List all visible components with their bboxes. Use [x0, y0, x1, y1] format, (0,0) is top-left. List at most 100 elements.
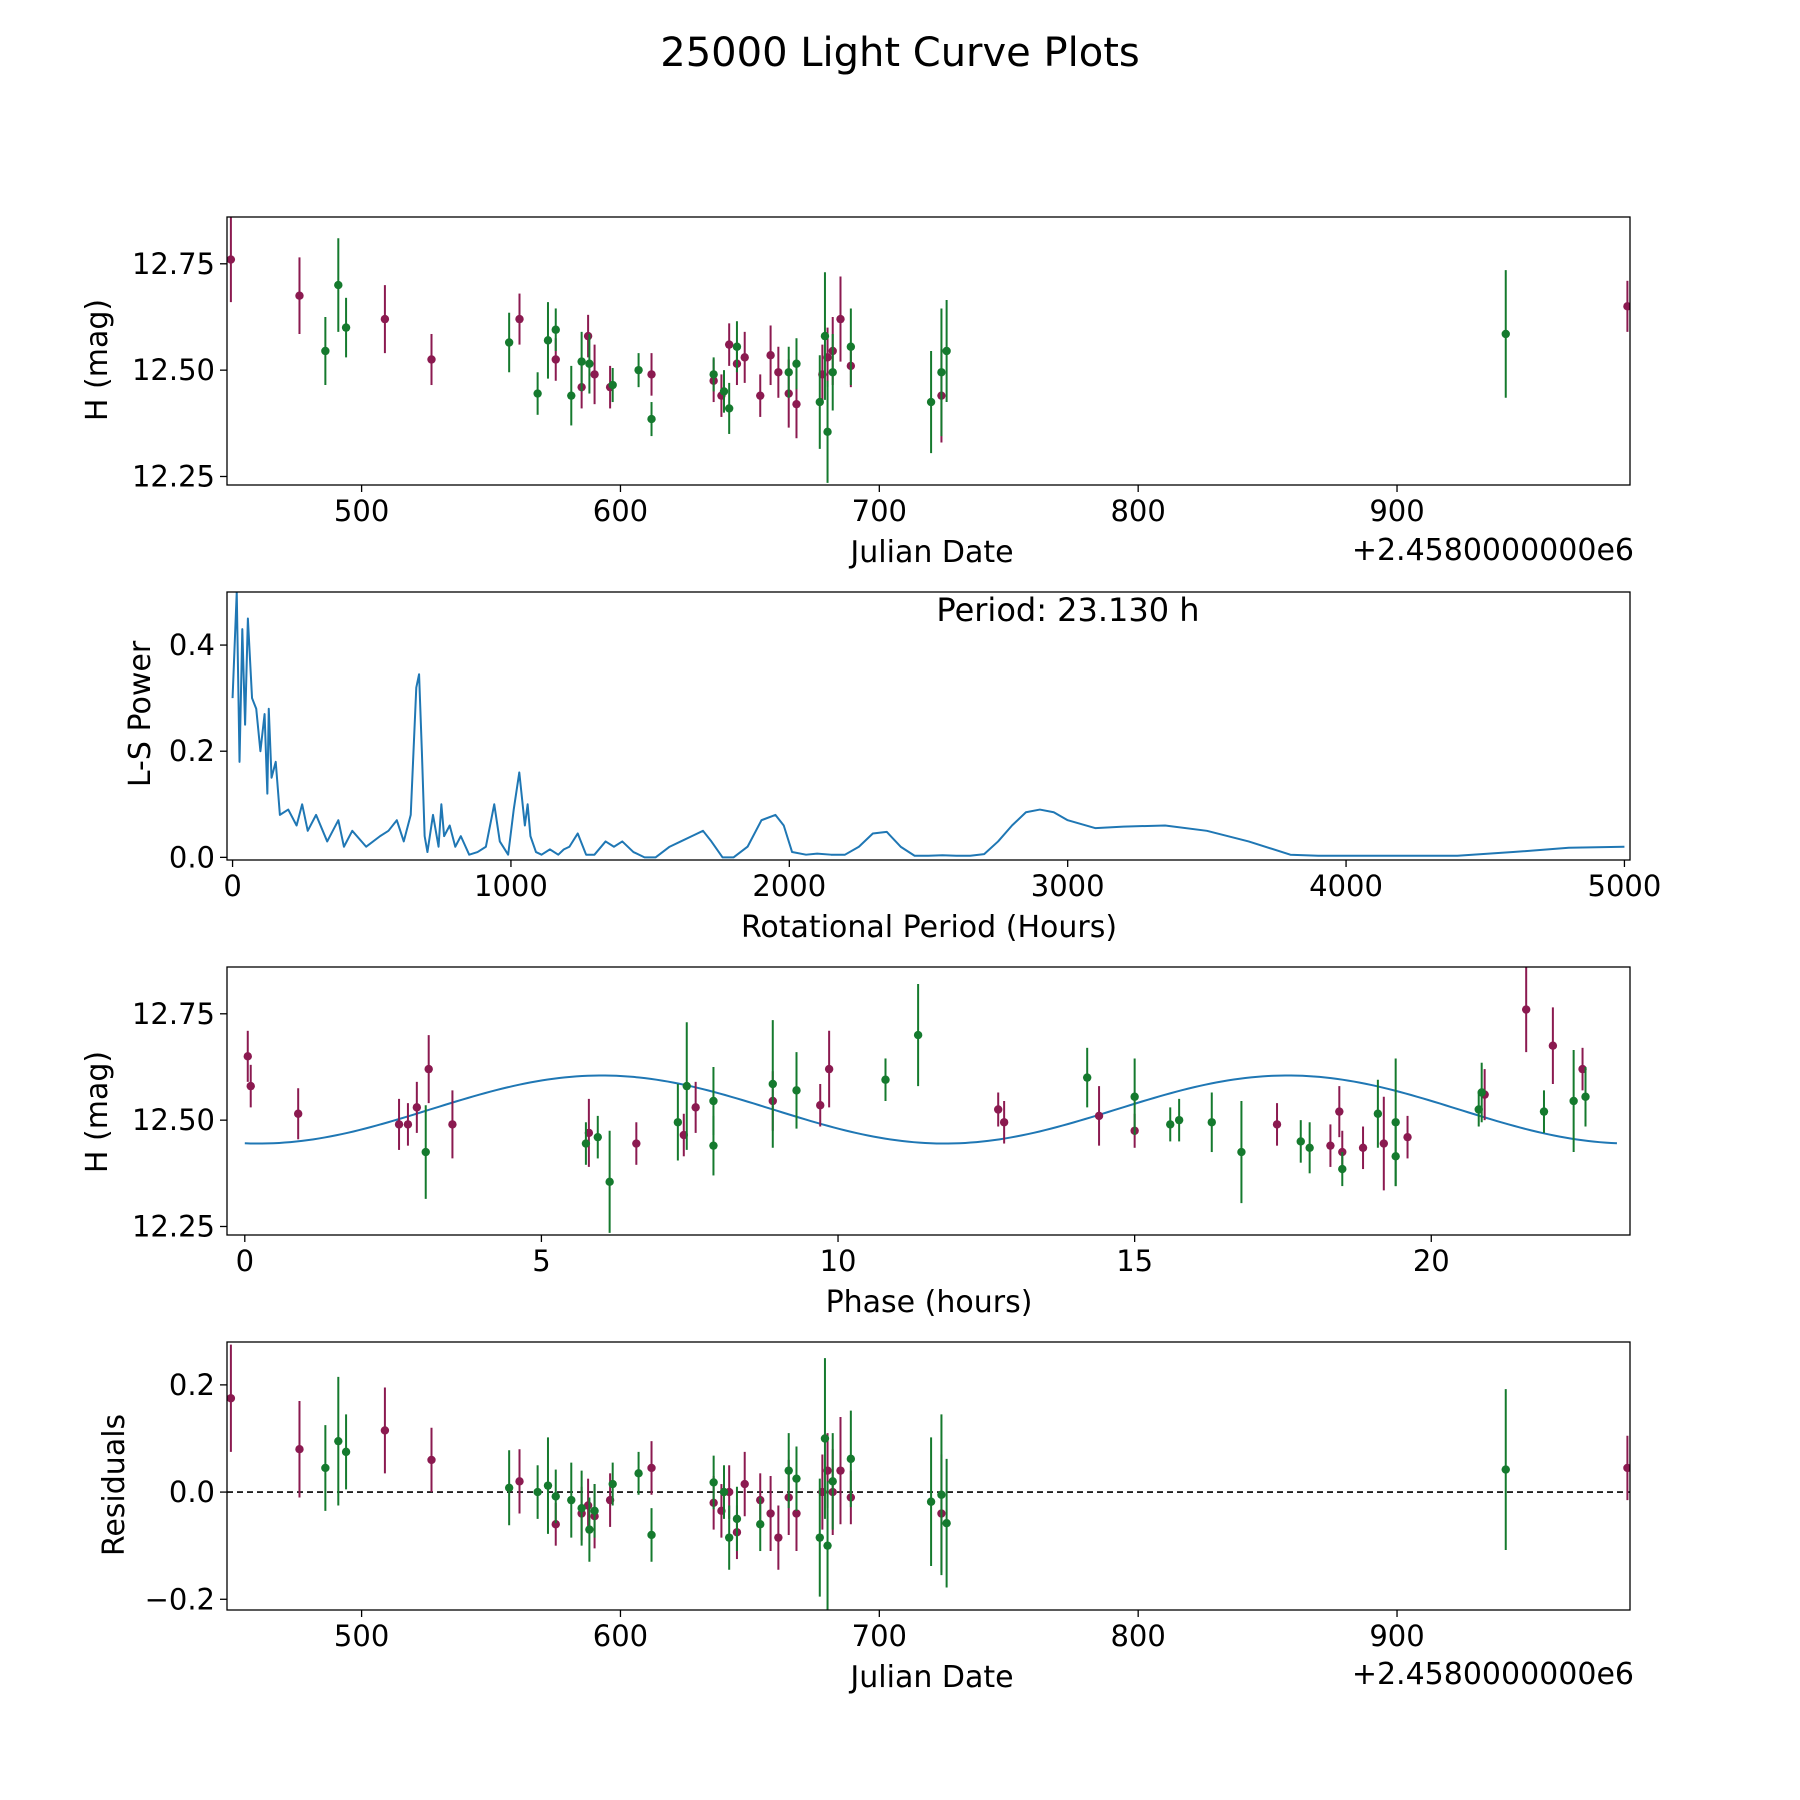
lightcurve-data-point — [724, 340, 734, 349]
phased-curve-data-point — [816, 1101, 825, 1110]
periodogram-power-line — [231, 592, 1625, 859]
residuals-data-point — [740, 1479, 749, 1489]
phased-curve-xtick-label: 0 — [236, 1244, 254, 1278]
residuals-xtick-label: 500 — [334, 1619, 389, 1653]
residuals-ytick-label: −0.2 — [145, 1582, 215, 1616]
lightcurve-data-point — [792, 359, 801, 368]
periodogram-xtick-label: 3000 — [1031, 869, 1105, 903]
lightcurve-data-point — [709, 370, 718, 379]
periodogram-xtick-label: 5000 — [1588, 869, 1662, 903]
phased-curve-data-point — [1166, 1120, 1175, 1129]
residuals-data-point — [608, 1479, 617, 1489]
phased-curve-data-point — [1296, 1137, 1305, 1146]
lightcurve-data-point — [647, 414, 656, 424]
periodogram-ytick-label: 0.2 — [169, 734, 215, 768]
lightcurve-xtick-label: 800 — [1110, 494, 1165, 528]
residuals-data-point — [227, 1394, 236, 1403]
residuals-data-point — [295, 1445, 304, 1454]
residuals-data-point — [634, 1469, 643, 1478]
phased-curve-data-point — [913, 1030, 923, 1040]
periodogram-xlabel: Rotational Period (Hours) — [741, 910, 1117, 945]
lightcurve-data-point — [740, 353, 749, 362]
figure-title: 25000 Light Curve Plots — [660, 30, 1139, 76]
lightcurve-data-point — [504, 338, 514, 347]
residuals-axes-frame — [226, 1341, 1631, 1611]
phased-curve-data-point — [1358, 1143, 1368, 1152]
phased-curve-data-point — [1335, 1107, 1344, 1116]
lightcurve-data-point — [551, 355, 560, 364]
residuals-data-point — [341, 1447, 351, 1457]
phased-curve-data-point — [1082, 1073, 1092, 1082]
lightcurve-data-point — [543, 336, 553, 345]
phased-curve-data-point — [1403, 1132, 1412, 1142]
phased-curve-data-point — [1548, 1041, 1558, 1050]
lightcurve-ylabel: H (mag) — [80, 299, 115, 421]
residuals-ytick-label: 0.0 — [169, 1475, 215, 1509]
phased-curve-data-point — [1379, 1139, 1389, 1148]
residuals-data-point — [709, 1478, 718, 1487]
lightcurve-xtick-label: 600 — [593, 494, 648, 528]
lightcurve-data-point — [427, 355, 436, 364]
phased-curve-ytick-label: 12.75 — [132, 997, 215, 1031]
residuals-ytick-label: 0.2 — [169, 1368, 215, 1402]
residuals-data-point — [567, 1495, 576, 1505]
phased-curve-data-point — [632, 1139, 641, 1148]
lightcurve-ytick-label: 12.75 — [132, 247, 215, 281]
lightcurve-data-point — [815, 397, 824, 407]
phased-curve-xtick-label: 20 — [1413, 1244, 1450, 1278]
periodogram-xtick-label: 0 — [223, 869, 241, 903]
residuals-data-point — [515, 1477, 524, 1486]
residuals-data-point — [533, 1487, 542, 1497]
lightcurve-data-point — [756, 391, 765, 400]
lightcurve-data-point — [1501, 329, 1510, 339]
lightcurve-data-point — [774, 368, 783, 377]
phased-curve-data-point — [424, 1064, 433, 1074]
phased-curve-data-point — [824, 1064, 834, 1074]
phased-curve-xlabel: Phase (hours) — [826, 1285, 1033, 1320]
periodogram-ytick-label: 0.0 — [169, 840, 215, 874]
residuals-data-point — [756, 1520, 765, 1529]
phased-curve-data-point — [1581, 1092, 1590, 1101]
residuals-data-point — [942, 1518, 951, 1528]
phased-curve-data-point — [243, 1052, 252, 1061]
lightcurve-data-point — [341, 323, 351, 332]
lightcurve-data-point — [334, 280, 343, 290]
phased-curve-data-point — [421, 1147, 430, 1157]
residuals-data-point — [766, 1509, 775, 1518]
lightcurve-data-point — [647, 370, 656, 379]
phased-curve-data-point — [246, 1081, 255, 1091]
phased-curve-data-point — [792, 1086, 801, 1095]
residuals-xtick-label: 900 — [1369, 1619, 1424, 1653]
phased-curve-data-point — [691, 1103, 700, 1112]
phased-curve-panel: Phase (hours) H (mag) 0 5 10 15 20 12.25 12.50… — [80, 966, 1631, 1320]
phased-curve-xtick-label: 5 — [532, 1244, 550, 1278]
phased-curve-data-point — [293, 1109, 303, 1118]
lightcurve-data-point — [380, 314, 390, 324]
residuals-data-point — [647, 1463, 656, 1473]
lightcurve-data-point — [583, 331, 593, 341]
phased-curve-data-point — [1130, 1092, 1139, 1101]
lightcurve-data-point — [942, 346, 951, 356]
residuals-data-point — [551, 1520, 560, 1529]
phased-curve-data-point — [999, 1118, 1009, 1127]
lightcurve-data-point — [585, 359, 594, 368]
phased-curve-data-point — [709, 1096, 718, 1106]
lightcurve-axes-frame — [226, 216, 1631, 486]
periodogram-ytick-label: 0.4 — [169, 628, 215, 662]
periodogram-ylabel: L-S Power — [123, 640, 158, 787]
residuals-data-point — [820, 1434, 830, 1443]
residuals-data-point — [792, 1474, 801, 1483]
lightcurve-plot-area — [227, 217, 1630, 483]
residuals-data-point — [792, 1509, 801, 1518]
phased-curve-data-point — [1174, 1115, 1184, 1125]
residuals-data-point — [321, 1463, 330, 1473]
phased-curve-data-point — [1477, 1088, 1486, 1097]
lightcurve-data-point — [577, 357, 586, 366]
residuals-data-point — [380, 1426, 390, 1435]
phased-curve-data-point — [448, 1120, 457, 1129]
residuals-data-point — [784, 1466, 793, 1475]
lightcurve-data-point — [634, 365, 643, 375]
residuals-plot-area — [227, 1344, 1630, 1610]
lightcurve-data-point — [321, 346, 330, 356]
